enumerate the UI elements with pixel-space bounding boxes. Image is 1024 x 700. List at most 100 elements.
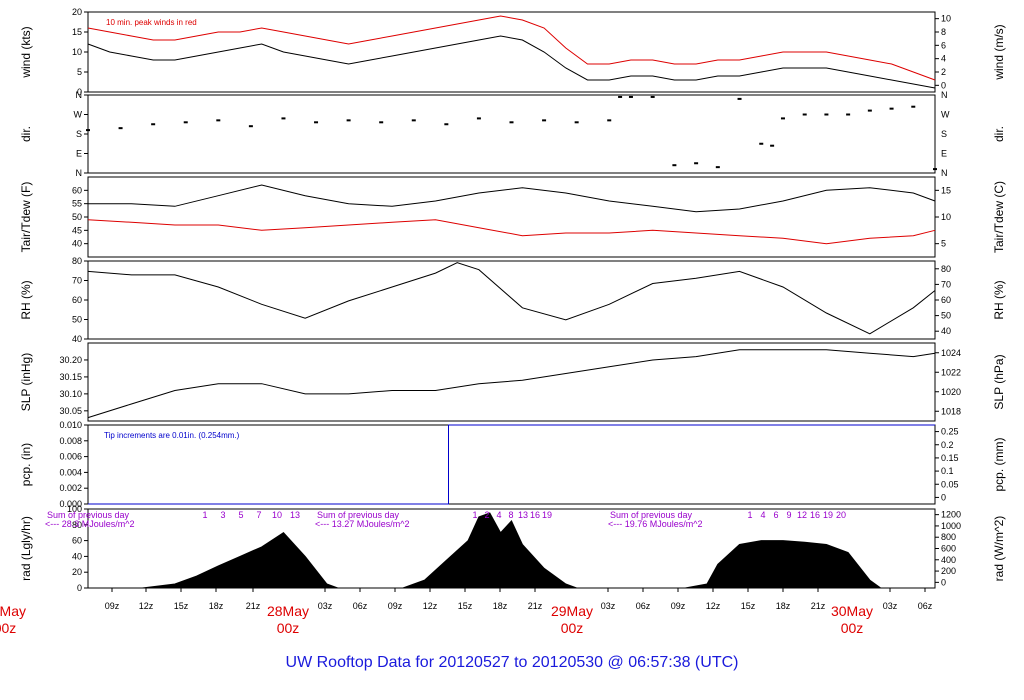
x-hour-label: 06z xyxy=(353,601,368,611)
y2-axis-label: Tair/Tdew (C) xyxy=(992,181,1006,253)
dir-point xyxy=(846,113,851,116)
rad-annotation: <--- 19.76 MJoules/m^2 xyxy=(608,519,703,529)
y2-tick-label: 0 xyxy=(941,492,946,502)
y2-tick-label: 70 xyxy=(941,279,951,289)
y-tick-label: 50 xyxy=(72,315,82,325)
chart-title: UW Rooftop Data for 20120527 to 20120530… xyxy=(286,654,739,671)
x-hour-label: 12z xyxy=(139,601,154,611)
dir-point xyxy=(444,123,449,126)
series-line-rh-0 xyxy=(87,262,936,335)
dir-point xyxy=(476,117,481,120)
x-hour-label: 15z xyxy=(458,601,473,611)
rad-annotation: <--- 28.3 MJoules/m^2 xyxy=(45,519,135,529)
rad-hour-label: 1 xyxy=(202,510,207,520)
y-tick-label: 60 xyxy=(72,185,82,195)
y-tick-label: 100 xyxy=(67,504,82,514)
x-hour-label: 18z xyxy=(776,601,791,611)
y2-tick-label: 1024 xyxy=(941,348,961,358)
dir-point xyxy=(216,119,221,122)
panel-rh: 40 50 60 70 80 40 50 60 70 80 RH (%) RH (%) xyxy=(19,256,1006,344)
x-hour-label: 15z xyxy=(174,601,189,611)
series-line-slp-0 xyxy=(87,349,936,419)
rad-hour-label: 10 xyxy=(272,510,282,520)
y2-tick-label: 0 xyxy=(941,80,946,90)
y-tick-label: 80 xyxy=(72,256,82,266)
dir-point xyxy=(607,119,612,122)
rad-hour-label: 13 xyxy=(518,510,528,520)
x-axis: 09z 12z 15z 18z 21z 03z 06z 09z 12z 15z 18z 21z 03z 0… xyxy=(0,588,933,636)
y2-tick-label: E xyxy=(941,149,947,159)
y-axis-label: Tair/Tdew (F) xyxy=(19,182,33,253)
rad-annotation: Sum of previous day xyxy=(47,510,130,520)
dir-point xyxy=(780,117,785,120)
rad-hour-label: 4 xyxy=(496,510,501,520)
y2-tick-label: 80 xyxy=(941,264,951,274)
y-tick-label: 0 xyxy=(77,87,82,97)
rad-hour-label: 2 xyxy=(484,510,489,520)
rad-hour-label: 6 xyxy=(773,510,778,520)
y2-tick-label: N xyxy=(941,90,948,100)
y2-tick-label: 2 xyxy=(941,67,946,77)
dir-point xyxy=(248,125,253,128)
y-tick-label: N xyxy=(76,168,83,178)
rad-hour-label: 5 xyxy=(238,510,243,520)
y2-tick-label: 0.15 xyxy=(941,453,959,463)
dir-point xyxy=(628,95,633,98)
y-tick-label: 0.002 xyxy=(59,483,82,493)
rad-hour-label: 20 xyxy=(836,510,846,520)
dir-point xyxy=(824,113,829,116)
dir-point xyxy=(379,121,384,124)
dir-point xyxy=(911,105,916,108)
rad-hour-label: 8 xyxy=(508,510,513,520)
y2-tick-label: 1018 xyxy=(941,406,961,416)
y-tick-label: 20 xyxy=(72,567,82,577)
dir-point xyxy=(574,121,579,124)
dir-point xyxy=(509,121,514,124)
panel-frame xyxy=(87,94,936,174)
x-day-label: 28May xyxy=(267,603,309,619)
y2-tick-label: 0.05 xyxy=(941,479,959,489)
y-tick-label: 15 xyxy=(72,27,82,37)
y2-axis-label: dir. xyxy=(992,126,1006,142)
dir-point xyxy=(933,168,937,171)
series-line-wind-0 xyxy=(87,35,936,89)
x-day-time-label: 00z xyxy=(277,620,300,636)
y-tick-label: 30.05 xyxy=(59,406,82,416)
y2-tick-label: 200 xyxy=(941,566,956,576)
y-tick-label: E xyxy=(76,149,82,159)
dir-point xyxy=(86,129,90,132)
rad-hour-label: 13 xyxy=(290,510,300,520)
y2-axis-label: RH (%) xyxy=(992,280,1006,319)
dir-point xyxy=(281,117,286,120)
y-tick-label: N xyxy=(76,90,83,100)
y-tick-label: 55 xyxy=(72,199,82,209)
rad-area-0 xyxy=(142,532,338,589)
y2-tick-label: 15 xyxy=(941,185,951,195)
panel-slp: 30.05 30.10 30.15 30.20 1018 1020 1022 1024 SLP … xyxy=(19,342,1006,422)
rad-hour-label: 7 xyxy=(256,510,261,520)
y2-tick-label: 40 xyxy=(941,326,951,336)
y2-axis-label: SLP (hPa) xyxy=(992,354,1006,409)
y2-tick-label: 60 xyxy=(941,295,951,305)
rad-area-1 xyxy=(402,512,577,589)
rad-annotation: <--- 13.27 MJoules/m^2 xyxy=(315,519,410,529)
y-axis-label: pcp. (in) xyxy=(19,443,33,486)
y-tick-label: 80 xyxy=(72,520,82,530)
y-tick-label: 10 xyxy=(72,47,82,57)
dir-point xyxy=(650,95,655,98)
y-axis-label: RH (%) xyxy=(19,280,33,319)
y2-tick-label: 0.25 xyxy=(941,427,959,437)
x-day-label: 29May xyxy=(551,603,593,619)
y2-tick-label: 800 xyxy=(941,532,956,542)
y2-tick-label: 10 xyxy=(941,14,951,24)
x-hour-label: 03z xyxy=(318,601,333,611)
dir-point xyxy=(314,121,319,124)
dir-point xyxy=(867,109,872,112)
y-tick-label: 60 xyxy=(72,295,82,305)
y2-tick-label: 6 xyxy=(941,40,946,50)
x-day-label: 27May xyxy=(0,603,26,619)
rad-hour-label: 1 xyxy=(472,510,477,520)
series-line-temp-1 xyxy=(87,219,936,245)
y-tick-label: 40 xyxy=(72,239,82,249)
